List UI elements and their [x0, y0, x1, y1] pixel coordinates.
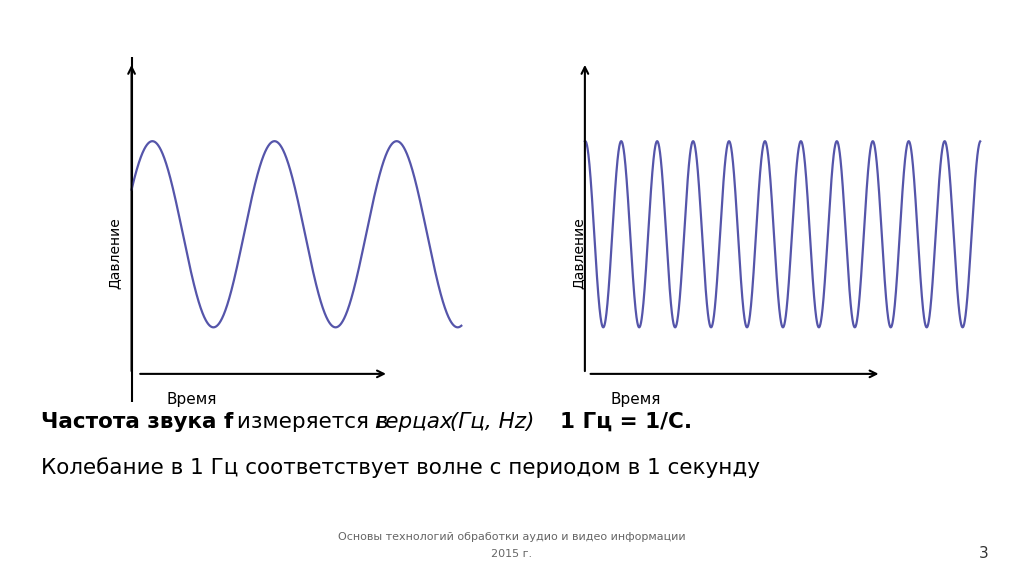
- Text: герцах: герцах: [374, 412, 453, 432]
- Text: 3: 3: [978, 546, 988, 561]
- Text: Давление: Давление: [571, 217, 585, 289]
- Text: Давление: Давление: [108, 217, 121, 289]
- Text: Колебание в 1 Гц соответствует волне с периодом в 1 секунду: Колебание в 1 Гц соответствует волне с п…: [41, 457, 760, 478]
- Text: Время: Время: [610, 393, 660, 408]
- Text: Частота звука f: Частота звука f: [41, 412, 233, 432]
- Text: 1 Гц = 1/С.: 1 Гц = 1/С.: [530, 412, 692, 432]
- Text: (Гц, Hz): (Гц, Hz): [443, 412, 535, 432]
- Text: измеряется в: измеряется в: [230, 412, 395, 432]
- Text: Время: Время: [167, 393, 217, 408]
- Text: Основы технологий обработки аудио и видео информации: Основы технологий обработки аудио и виде…: [338, 532, 686, 542]
- Text: 2015 г.: 2015 г.: [492, 549, 532, 559]
